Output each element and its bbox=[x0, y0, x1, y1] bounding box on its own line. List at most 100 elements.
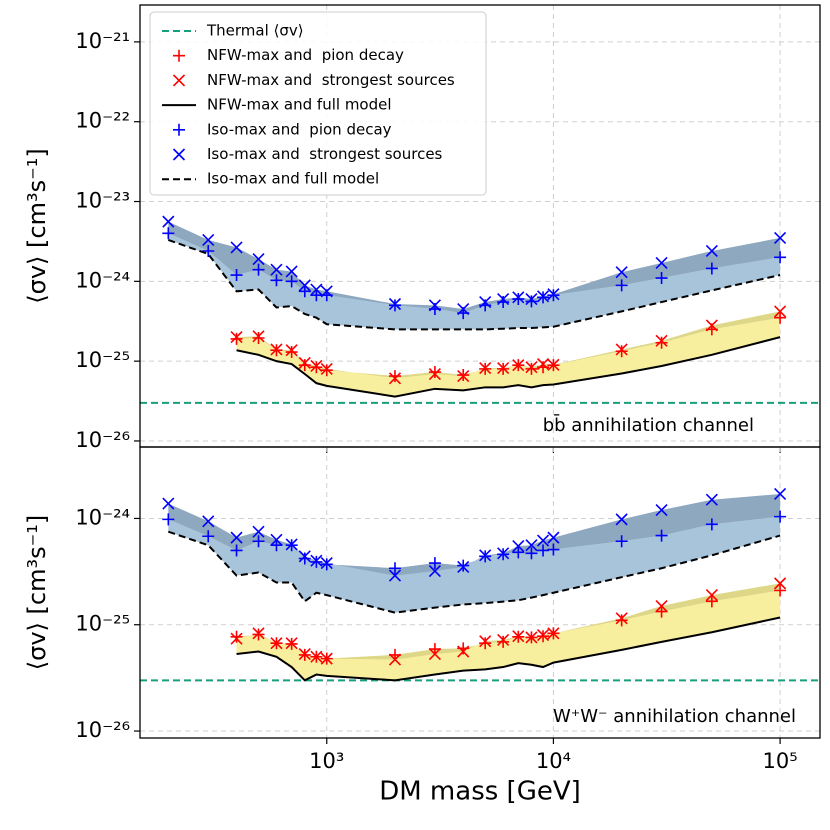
cross-marker bbox=[270, 533, 283, 546]
y-tick-label: 10⁻²¹ bbox=[75, 29, 130, 53]
cross-marker bbox=[615, 612, 628, 625]
cross-marker bbox=[310, 359, 323, 373]
cross-marker bbox=[655, 599, 668, 613]
x-tick-label: 10⁴ bbox=[536, 749, 571, 773]
plus-marker bbox=[162, 227, 175, 240]
axes-frame bbox=[139, 446, 821, 739]
y-axis-label: ⟨σv⟩ [cm³s⁻¹] bbox=[23, 148, 51, 303]
y-tick-label: 10⁻²⁶ bbox=[75, 428, 130, 452]
cross-marker bbox=[428, 367, 441, 381]
plus-marker bbox=[655, 605, 668, 618]
cross-marker bbox=[774, 487, 787, 501]
y-tick-label: 10⁻²² bbox=[75, 109, 130, 133]
cross-marker bbox=[252, 525, 265, 538]
cross-marker bbox=[497, 361, 510, 375]
legend-box bbox=[149, 11, 487, 196]
cross-marker bbox=[298, 356, 311, 369]
cross-marker bbox=[615, 266, 628, 279]
legend: Thermal ⟨σv⟩ NFW-max and pion decay NFW-ma… bbox=[149, 11, 487, 196]
plus-marker bbox=[615, 614, 628, 627]
plus-marker bbox=[285, 275, 298, 288]
cross-marker bbox=[479, 361, 492, 375]
cross-marker bbox=[162, 497, 175, 510]
plus-marker bbox=[388, 370, 401, 383]
x-tick-label: 10³ bbox=[309, 749, 344, 773]
plus-marker bbox=[388, 299, 401, 312]
band bbox=[168, 221, 781, 314]
plus-marker bbox=[252, 331, 265, 344]
plus-marker bbox=[388, 562, 401, 575]
plus-marker bbox=[655, 336, 668, 349]
cross-marker bbox=[230, 531, 243, 544]
band bbox=[168, 233, 781, 330]
cross-marker bbox=[655, 256, 668, 270]
cross-marker bbox=[705, 319, 718, 332]
cross-marker bbox=[536, 357, 550, 371]
line bbox=[167, 239, 781, 331]
plus-marker bbox=[479, 637, 492, 650]
plus-marker bbox=[774, 510, 787, 523]
plus-marker bbox=[310, 361, 323, 374]
cross-marker bbox=[270, 343, 283, 356]
legend-label: NFW-max and strongest sources bbox=[207, 71, 455, 89]
y-axis-label: ⟨σv⟩ [cm³s⁻¹] bbox=[23, 515, 51, 670]
cross-marker bbox=[457, 645, 470, 658]
cross-marker bbox=[497, 292, 510, 306]
cross-marker bbox=[774, 305, 787, 318]
cross-marker bbox=[479, 295, 492, 309]
cross-marker bbox=[202, 515, 215, 528]
x-axis-label: DM mass [GeV] bbox=[379, 777, 581, 807]
plus-marker bbox=[705, 595, 718, 608]
legend-label: Thermal ⟨σv⟩ bbox=[206, 22, 304, 40]
cross-marker bbox=[655, 334, 668, 347]
cross-marker bbox=[298, 279, 311, 292]
annotation: W⁺W⁻ annihilation channel bbox=[553, 706, 796, 727]
plus-marker bbox=[525, 547, 538, 560]
plus-marker bbox=[774, 311, 787, 324]
plus-marker bbox=[252, 535, 265, 548]
cross-marker bbox=[230, 241, 243, 254]
plus-marker bbox=[512, 293, 525, 306]
plus-marker bbox=[615, 535, 628, 548]
cross-marker bbox=[428, 647, 441, 661]
plus-marker bbox=[525, 295, 538, 308]
legend-label: NFW-max and pion decay bbox=[207, 46, 404, 64]
legend-label: Iso-max and full model bbox=[207, 170, 379, 188]
cross-marker bbox=[479, 549, 492, 562]
cross-marker bbox=[525, 292, 538, 306]
cross-marker bbox=[285, 538, 298, 551]
plus-marker bbox=[230, 630, 243, 643]
plus-marker bbox=[298, 552, 311, 565]
cross-marker bbox=[298, 550, 311, 563]
cross-marker bbox=[512, 291, 525, 304]
plus-marker bbox=[655, 529, 668, 542]
cross-marker bbox=[497, 633, 510, 646]
line bbox=[167, 530, 781, 614]
cross-marker bbox=[320, 557, 333, 570]
cross-marker bbox=[536, 290, 550, 303]
cross-marker bbox=[252, 330, 265, 343]
plus-marker bbox=[202, 530, 215, 543]
plus-marker bbox=[320, 364, 333, 377]
cross-marker bbox=[230, 632, 243, 645]
plus-marker bbox=[230, 332, 243, 345]
plus-marker bbox=[252, 263, 265, 276]
plus-marker bbox=[547, 543, 560, 556]
plus-marker bbox=[310, 555, 323, 568]
plus-marker bbox=[537, 630, 550, 643]
cross-marker bbox=[512, 630, 525, 643]
cross-marker bbox=[320, 362, 333, 375]
legend-label: Iso-max and pion decay bbox=[207, 120, 392, 138]
line bbox=[236, 336, 781, 398]
plus-marker bbox=[537, 544, 550, 557]
cross-marker bbox=[479, 635, 492, 648]
cross-marker bbox=[547, 288, 560, 301]
plus-marker bbox=[615, 345, 628, 358]
cross-marker bbox=[285, 265, 298, 278]
cross-marker bbox=[270, 263, 283, 276]
cross-marker bbox=[547, 627, 560, 640]
cross-marker bbox=[270, 637, 283, 650]
cross-marker bbox=[774, 577, 787, 590]
plus-marker bbox=[525, 362, 538, 375]
